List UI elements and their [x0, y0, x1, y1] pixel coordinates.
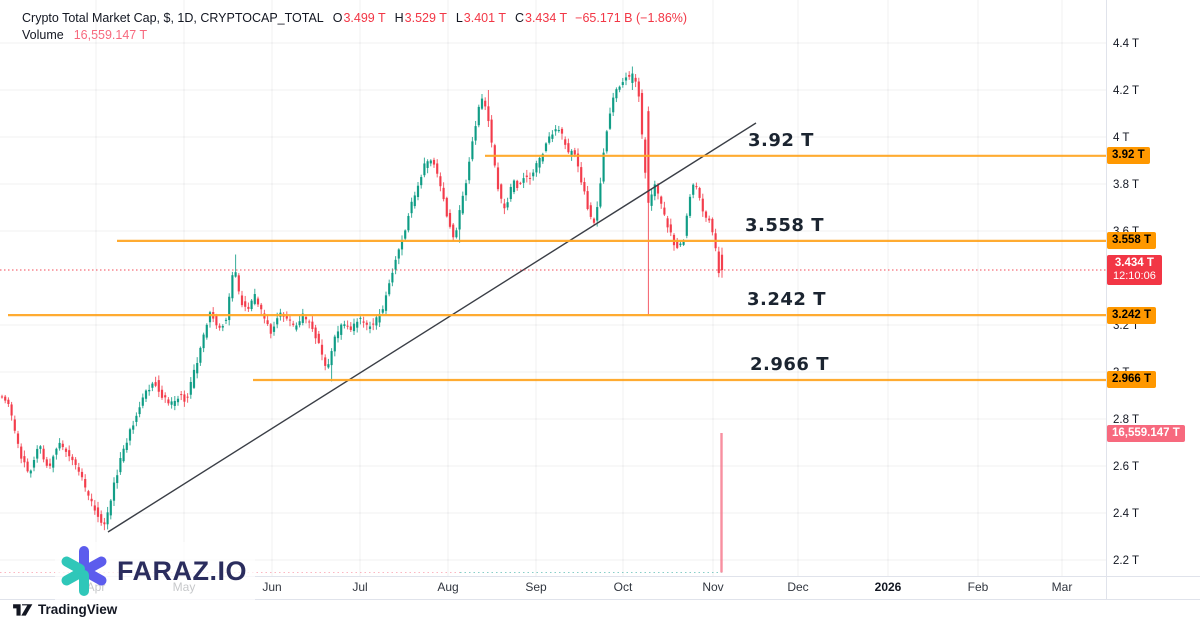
volume-value: 16,559.147 T — [73, 28, 148, 42]
svg-text:Jul: Jul — [352, 580, 367, 594]
symbol-title-row: Crypto Total Market Cap, $, 1D, CRYPTOCA… — [22, 10, 687, 27]
faraz-logo-icon — [61, 546, 107, 596]
svg-text:2.2 T: 2.2 T — [1113, 555, 1139, 567]
svg-text:2026: 2026 — [875, 580, 902, 594]
svg-text:Mar: Mar — [1052, 580, 1073, 594]
level-lines[interactable] — [8, 154, 1106, 382]
ohlc-close-value: 3.434 T — [525, 11, 568, 25]
symbol-title[interactable]: Crypto Total Market Cap, $, 1D, CRYPTOCA… — [22, 11, 324, 25]
svg-text:Dec: Dec — [787, 580, 808, 594]
svg-text:3.8 T: 3.8 T — [1113, 179, 1139, 191]
grid — [0, 0, 1106, 576]
level-annotation-3-558[interactable]: 3.558 T — [745, 214, 824, 236]
level-annotation-2-966[interactable]: 2.966 T — [750, 353, 829, 375]
last-price-badge: 3.434 T 12:10:06 — [1107, 255, 1162, 285]
svg-text:Aug: Aug — [437, 580, 458, 594]
volume-label[interactable]: Volume — [22, 28, 64, 42]
tradingview-logo-icon — [13, 604, 33, 616]
tradingview-attribution[interactable]: TradingView — [12, 601, 117, 617]
ohlc-low-value: 3.401 T — [463, 11, 506, 25]
price-axis-badge-3-558: 3.558 T — [1107, 232, 1156, 250]
ohlc-high-value: 3.529 T — [404, 11, 447, 25]
ohlc-open-value: 3.499 T — [343, 11, 386, 25]
svg-text:2.8 T: 2.8 T — [1113, 414, 1139, 426]
ohlc-low-key: L — [455, 11, 463, 25]
faraz-brand-text: FARAZ.IO — [117, 555, 247, 586]
price-axis-badge-3-242: 3.242 T — [1107, 306, 1156, 324]
level-annotation-3-242[interactable]: 3.242 T — [747, 289, 826, 311]
price-axis-badge-3-92: 3.92 T — [1107, 147, 1150, 165]
svg-text:2.4 T: 2.4 T — [1113, 508, 1139, 520]
level-annotation-3-92[interactable]: 3.92 T — [748, 129, 814, 151]
ohlc-open-key: O — [332, 11, 343, 25]
ohlc-close-key: C — [514, 11, 524, 25]
volume-row: Volume 16,559.147 T — [22, 27, 687, 44]
price-axis[interactable]: 4.4 T4.2 T4 T3.8 T3.6 T3.2 T3 T2.8 T2.6 … — [1113, 38, 1139, 567]
price-axis-badge-2-966: 2.966 T — [1107, 371, 1156, 389]
svg-text:4.2 T: 4.2 T — [1113, 85, 1139, 97]
change-value: −65.171 B (−1.86%) — [575, 11, 688, 25]
svg-text:Nov: Nov — [702, 580, 723, 594]
volume-axis-badge: 16,559.147 T — [1107, 425, 1185, 442]
svg-text:4 T: 4 T — [1113, 132, 1129, 144]
svg-text:Feb: Feb — [968, 580, 989, 594]
last-price-countdown: 12:10:06 — [1113, 270, 1156, 282]
tradingview-brand-text: TradingView — [38, 601, 118, 617]
candles-layer[interactable] — [0, 66, 724, 531]
svg-text:Sep: Sep — [525, 580, 547, 594]
svg-text:4.4 T: 4.4 T — [1113, 38, 1139, 50]
svg-text:Oct: Oct — [614, 580, 633, 594]
last-price-value: 3.434 T — [1114, 257, 1154, 269]
svg-text:2.6 T: 2.6 T — [1113, 461, 1139, 473]
svg-text:Jun: Jun — [262, 580, 281, 594]
symbol-info-bar: Crypto Total Market Cap, $, 1D, CRYPTOCA… — [22, 10, 687, 44]
faraz-watermark: FARAZ.IO — [55, 542, 255, 600]
trendline[interactable] — [107, 122, 757, 533]
ohlc-high-key: H — [394, 11, 404, 25]
